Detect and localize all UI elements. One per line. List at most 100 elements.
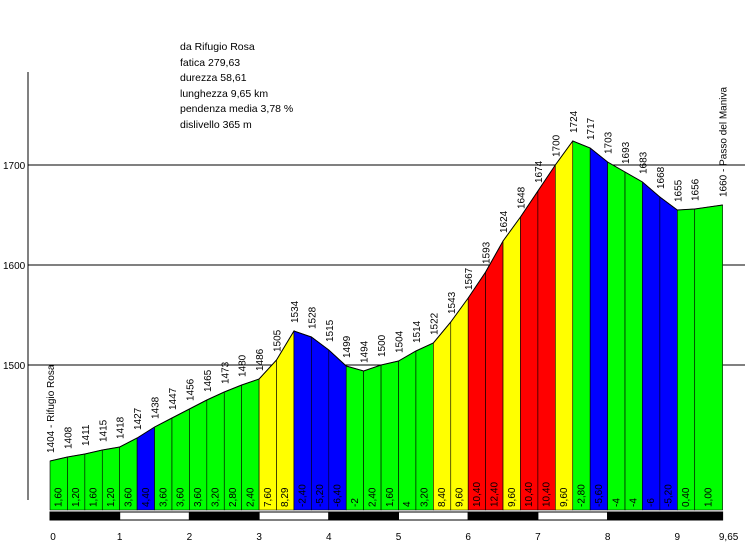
segment-34 xyxy=(642,181,661,511)
altitude-label-12: 1486 xyxy=(255,348,266,371)
x-axis: 0 1 2 3 4 5 6 7 8 9 9,65 xyxy=(49,511,739,543)
scale-bar-8 xyxy=(607,511,678,521)
x-tick-label-4: 4 xyxy=(326,532,332,543)
scale-bar-9 xyxy=(676,511,724,521)
altitude-label-34: 1683 xyxy=(638,151,649,174)
grade-label-28: 10,40 xyxy=(542,482,553,507)
grade-label-15: -5,20 xyxy=(315,484,326,507)
altitude-label-13: 1505 xyxy=(273,329,284,352)
scale-bar-6 xyxy=(467,511,539,521)
grade-label-36: 0,40 xyxy=(681,487,692,507)
altitude-label-22: 1522 xyxy=(429,312,440,335)
grade-label-18: 2,40 xyxy=(367,487,378,507)
altitude-label-23: 1543 xyxy=(447,291,458,314)
grade-label-34: -6 xyxy=(646,498,657,507)
altitude-label-3: 1415 xyxy=(98,419,109,442)
altitude-label-32: 1703 xyxy=(604,131,615,154)
grade-label-13: 8,29 xyxy=(280,487,291,507)
profile-outline xyxy=(49,140,723,462)
profile-line xyxy=(49,140,723,462)
segment-17 xyxy=(345,365,364,511)
segment-25 xyxy=(485,239,504,511)
altitude-label-24: 1567 xyxy=(464,267,475,290)
altitude-label-30: 1724 xyxy=(569,110,580,133)
grade-label-4: 3,60 xyxy=(123,487,134,507)
grade-label-12: 7,60 xyxy=(263,487,274,507)
grade-label-2: 1,60 xyxy=(89,487,100,507)
altitude-label-21: 1514 xyxy=(412,320,423,343)
x-tick-label-5: 5 xyxy=(396,532,402,543)
grade-label-7: 3,60 xyxy=(176,487,187,507)
segment-35 xyxy=(659,196,678,511)
scale-bar-2 xyxy=(188,511,260,521)
altitude-label-6: 1438 xyxy=(151,396,162,419)
grade-label-35: -5,20 xyxy=(664,484,675,507)
segment-33 xyxy=(624,171,643,511)
altitude-label-14: 1534 xyxy=(290,300,301,323)
x-tick-label-2: 2 xyxy=(187,532,193,543)
grade-label-22: 8,40 xyxy=(437,487,448,507)
altitude-labels: 1404 - Rifugio Rosa 1408 1411 1415 1418 1427 1… xyxy=(46,86,730,453)
grade-label-14: -2,40 xyxy=(298,484,309,507)
grade-label-19: 1,60 xyxy=(385,487,396,507)
altitude-label-33: 1693 xyxy=(621,141,632,164)
x-tick-label-1: 1 xyxy=(117,532,123,543)
segment-32 xyxy=(607,161,626,511)
y-tick-label-1700: 1700 xyxy=(3,161,26,172)
grade-label-9: 3,20 xyxy=(211,487,222,507)
grade-label-8: 3,60 xyxy=(193,487,204,507)
altitude-label-28: 1674 xyxy=(534,160,545,183)
altitude-label-2: 1411 xyxy=(81,424,92,446)
segment-26 xyxy=(502,216,521,511)
altitude-label-17: 1499 xyxy=(342,335,353,358)
grade-label-32: -4 xyxy=(611,498,622,507)
segment-22 xyxy=(433,321,452,511)
segment-15 xyxy=(311,336,330,511)
grade-label-31: -5,60 xyxy=(594,484,605,507)
x-tick-label-0: 0 xyxy=(50,532,56,543)
altitude-label-20: 1504 xyxy=(395,330,406,353)
altitude-label-27: 1648 xyxy=(516,186,527,209)
grade-label-16: -6,40 xyxy=(333,484,344,507)
scale-bar-7 xyxy=(537,511,609,521)
altitude-label-11: 1480 xyxy=(238,354,249,377)
segment-37 xyxy=(694,204,723,511)
grade-label-3: 1,20 xyxy=(106,487,117,507)
segment-21 xyxy=(415,342,434,511)
segment-20 xyxy=(398,350,417,511)
y-tick-label-1500: 1500 xyxy=(3,361,26,372)
segment-24 xyxy=(467,271,486,511)
altitude-label-19: 1500 xyxy=(377,334,388,357)
altitude-label-1: 1408 xyxy=(63,426,74,449)
route-info: da Rifugio Rosa fatica 279,63 durezza 58… xyxy=(180,40,293,133)
route-durezza: durezza 58,61 xyxy=(180,72,247,84)
grade-labels: 1,60 1,20 1,60 1,20 3,60 4,40 3,60 3,60 3,60 3,20… xyxy=(54,482,715,507)
altitude-label-36: 1655 xyxy=(673,179,684,202)
grade-label-24: 10,40 xyxy=(472,482,483,507)
scale-bar-5 xyxy=(398,511,469,521)
altitude-label-15: 1528 xyxy=(307,306,318,329)
grade-label-5: 4,40 xyxy=(141,487,152,507)
x-tick-label-6: 6 xyxy=(465,532,471,543)
scale-bar-0 xyxy=(49,511,121,521)
route-fatica: fatica 279,63 xyxy=(180,56,241,69)
altitude-label-7: 1447 xyxy=(168,387,179,410)
altitude-label-35: 1668 xyxy=(656,166,667,189)
altitude-label-31: 1717 xyxy=(586,117,597,140)
grade-label-10: 2,80 xyxy=(228,487,239,507)
altitude-label-29: 1700 xyxy=(551,134,562,157)
segment-29 xyxy=(555,140,574,511)
segment-23 xyxy=(450,297,469,511)
scale-bar-4 xyxy=(328,511,399,521)
grade-label-20: 4 xyxy=(402,501,413,507)
x-tick-label-7: 7 xyxy=(535,532,541,543)
altitude-label-0: 1404 - Rifugio Rosa xyxy=(46,364,57,453)
grade-label-11: 2,40 xyxy=(245,487,256,507)
altitude-label-10: 1473 xyxy=(220,361,231,384)
scale-bar-3 xyxy=(258,511,330,521)
route-pendenza: pendenza media 3,78 % xyxy=(180,103,294,115)
grade-label-29: 9,60 xyxy=(559,487,570,507)
grade-label-37: 1,00 xyxy=(704,487,715,507)
